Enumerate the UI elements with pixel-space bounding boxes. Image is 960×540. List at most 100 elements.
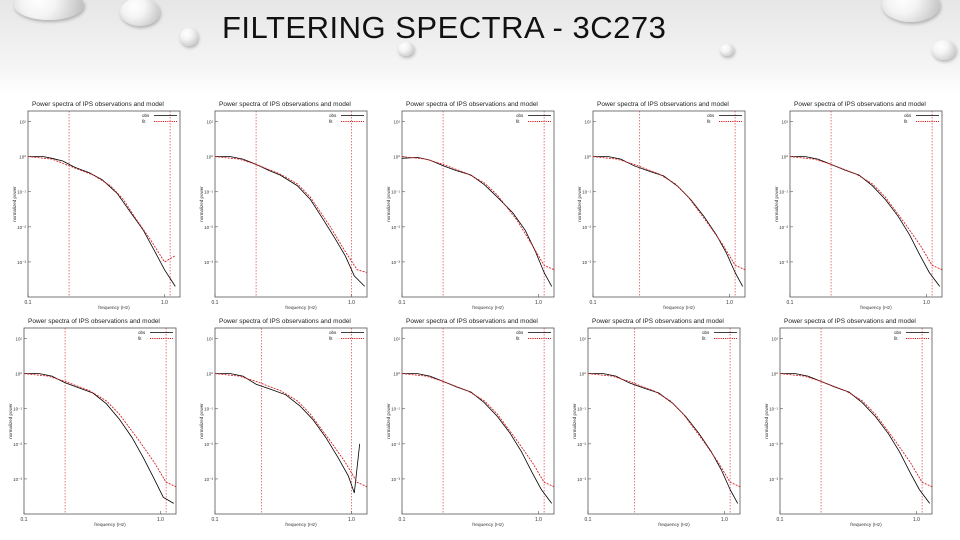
y-tick-label: 10⁰ <box>393 155 400 160</box>
x-axis-label: frequency (Hz) <box>860 305 892 311</box>
x-tick-label: 1.0 <box>157 517 164 523</box>
x-tick-label: 0.1 <box>212 300 219 306</box>
legend-fit-label: fit <box>707 119 711 124</box>
legend-fit-label: fit <box>142 119 146 124</box>
y-tick-label: 10⁻² <box>577 442 586 447</box>
y-tick-label: 10⁻³ <box>391 477 400 482</box>
y-tick-label: 10⁻³ <box>204 260 213 265</box>
legend-obs-label: obs <box>516 330 524 335</box>
legend-obs-label: obs <box>329 113 337 118</box>
slide-title: FILTERING SPECTRA - 3C273 <box>222 10 667 45</box>
plot-title: Power spectra of IPS observations and mo… <box>794 101 926 108</box>
plot-frame <box>587 327 741 515</box>
y-tick-label: 10¹ <box>393 120 400 125</box>
x-tick-label: 0.1 <box>777 517 784 523</box>
x-tick-label: 1.0 <box>913 517 920 523</box>
fit-series-line <box>779 373 933 488</box>
spectrum-panel: Power spectra of IPS observations and mo… <box>384 99 560 313</box>
fit-series-line <box>214 156 368 273</box>
plot-title: Power spectra of IPS observations and mo… <box>406 101 538 108</box>
y-tick-label: 10⁻³ <box>17 260 26 265</box>
spectrum-panel: Power spectra of IPS observations and mo… <box>197 99 373 313</box>
y-tick-label: 10⁻¹ <box>13 407 22 412</box>
obs-series-line <box>401 156 553 287</box>
plot-title: Power spectra of IPS observations and mo… <box>592 318 724 325</box>
fit-series-line <box>587 373 741 488</box>
obs-series-line <box>593 156 744 287</box>
plot-frame <box>214 327 368 515</box>
obs-series-line <box>28 156 176 287</box>
y-tick-label: 10⁻² <box>13 442 22 447</box>
water-drop-decoration <box>720 44 734 56</box>
fit-series-line <box>401 156 555 271</box>
spectrum-chart: Power spectra of IPS observations and mo… <box>572 318 741 528</box>
plot-title: Power spectra of IPS observations and mo… <box>219 101 351 108</box>
plot-title: Power spectra of IPS observations and mo… <box>406 318 538 325</box>
plot-frame <box>214 110 368 298</box>
x-tick-label: 0.1 <box>590 300 597 306</box>
y-tick-label: 10¹ <box>206 120 213 125</box>
x-tick-label: 1.0 <box>726 300 733 306</box>
y-axis-label: normalized power <box>12 186 17 222</box>
y-tick-label: 10⁻¹ <box>779 190 788 195</box>
legend-obs-label: obs <box>516 113 524 118</box>
water-drop-decoration <box>398 42 414 56</box>
legend-fit-label: fit <box>894 336 898 341</box>
fit-series-line <box>592 156 746 271</box>
y-tick-label: 10⁻¹ <box>204 407 213 412</box>
spectrum-chart: Power spectra of IPS observations and mo… <box>199 101 368 311</box>
y-tick-label: 10¹ <box>19 120 26 125</box>
plot-frame <box>23 327 177 515</box>
plot-title: Power spectra of IPS observations and mo… <box>219 318 351 325</box>
y-tick-label: 10⁰ <box>579 372 586 377</box>
y-tick-label: 10⁻² <box>769 442 778 447</box>
y-tick-label: 10⁻¹ <box>582 190 591 195</box>
legend-fit-label: fit <box>516 119 520 124</box>
y-tick-label: 10¹ <box>771 337 778 342</box>
legend-obs-label: obs <box>707 113 715 118</box>
spectrum-panel: Power spectra of IPS observations and mo… <box>197 316 373 530</box>
legend-fit-label: fit <box>329 119 333 124</box>
x-axis-label: frequency (Hz) <box>285 305 317 311</box>
plot-title: Power spectra of IPS observations and mo… <box>28 318 160 325</box>
x-axis-label: frequency (Hz) <box>285 522 317 528</box>
x-tick-label: 1.0 <box>535 517 542 523</box>
y-axis-label: normalized power <box>199 186 204 222</box>
water-drop-decoration <box>180 28 198 46</box>
y-axis-label: normalized power <box>8 403 13 439</box>
y-tick-label: 10⁻³ <box>204 477 213 482</box>
y-tick-label: 10⁻² <box>391 225 400 230</box>
y-tick-label: 10¹ <box>781 120 788 125</box>
y-tick-label: 10¹ <box>584 120 591 125</box>
fit-series-line <box>214 373 368 488</box>
fit-series-line <box>27 156 176 263</box>
y-tick-label: 10⁻² <box>17 225 26 230</box>
spectrum-panel: Power spectra of IPS observations and mo… <box>772 99 948 313</box>
x-tick-label: 1.0 <box>348 517 355 523</box>
legend-fit-label: fit <box>904 119 908 124</box>
plot-title: Power spectra of IPS observations and mo… <box>597 101 729 108</box>
y-tick-label: 10⁻² <box>204 442 213 447</box>
y-tick-label: 10⁻³ <box>769 477 778 482</box>
plot-frame <box>401 327 555 515</box>
spectrum-chart: Power spectra of IPS observations and mo… <box>8 318 177 528</box>
legend-fit-label: fit <box>702 336 706 341</box>
plot-title: Power spectra of IPS observations and mo… <box>784 318 916 325</box>
legend-obs-label: obs <box>904 113 912 118</box>
water-drop-decoration <box>120 0 160 26</box>
legend-obs-label: obs <box>329 330 337 335</box>
obs-series-line <box>215 156 365 287</box>
obs-series-line <box>588 373 739 504</box>
plot-frame <box>592 110 746 298</box>
x-axis-label: frequency (Hz) <box>472 522 504 528</box>
plot-frame <box>401 110 555 298</box>
y-tick-label: 10⁰ <box>206 155 213 160</box>
y-tick-label: 10⁻² <box>779 225 788 230</box>
y-tick-label: 10⁰ <box>781 155 788 160</box>
x-tick-label: 0.1 <box>25 300 32 306</box>
spectrum-chart: Power spectra of IPS observations and mo… <box>199 318 368 528</box>
spectrum-panel: Power spectra of IPS observations and mo… <box>575 99 751 313</box>
spectrum-panel: Power spectra of IPS observations and mo… <box>6 316 182 530</box>
x-axis-label: frequency (Hz) <box>94 522 126 528</box>
plot-frame <box>789 110 943 298</box>
